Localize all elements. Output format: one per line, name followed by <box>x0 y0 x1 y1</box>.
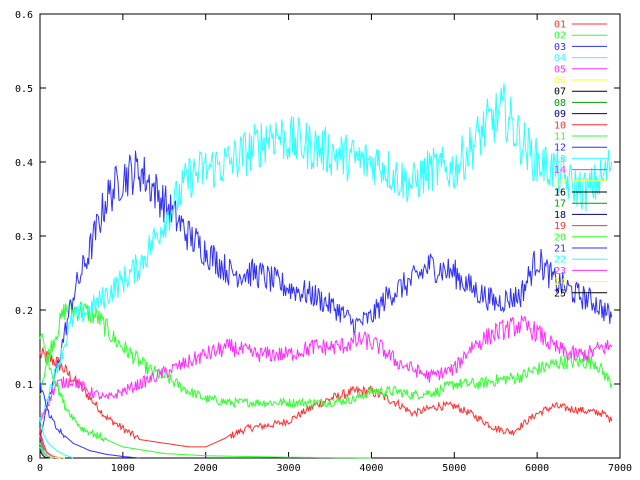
legend-label-24: 24 <box>554 277 566 288</box>
legend-label-18: 18 <box>554 210 566 221</box>
legend-label-13: 13 <box>554 154 566 165</box>
y-tick-label: 0.2 <box>15 306 33 317</box>
y-tick-label: 0.4 <box>15 158 33 169</box>
legend-label-22: 22 <box>554 255 566 266</box>
legend-label-10: 10 <box>554 120 566 131</box>
legend: 0102030405060708091011121314151617181920… <box>554 20 607 299</box>
axis-ticks: 0 0.1 0.2 0.3 0.4 0.5 0.6 0 1000 2000 3000 4000 5000… <box>15 10 632 474</box>
legend-label-08: 08 <box>554 98 566 109</box>
x-tick-label: 4000 <box>359 463 383 474</box>
series-line-05 <box>39 315 613 422</box>
legend-label-06: 06 <box>554 76 566 87</box>
series-line-03 <box>39 150 613 437</box>
y-tick-label: 0 <box>27 454 33 465</box>
y-tick-label: 0.3 <box>15 232 33 243</box>
series-line-04 <box>39 83 613 422</box>
legend-label-12: 12 <box>554 143 566 154</box>
legend-label-01: 01 <box>554 20 566 31</box>
x-tick-label: 7000 <box>608 463 632 474</box>
legend-label-25: 25 <box>554 288 566 299</box>
x-tick-label: 1000 <box>111 463 135 474</box>
y-tick-label: 0.5 <box>15 84 33 95</box>
series-line-25 <box>39 450 50 459</box>
x-tick-label: 5000 <box>442 463 466 474</box>
series-line-12 <box>39 380 140 459</box>
series-lines <box>39 83 613 459</box>
legend-label-21: 21 <box>554 244 566 255</box>
legend-label-02: 02 <box>554 31 566 42</box>
legend-label-04: 04 <box>554 53 566 64</box>
legend-label-03: 03 <box>554 42 566 53</box>
legend-label-17: 17 <box>554 199 566 210</box>
legend-label-11: 11 <box>554 132 566 143</box>
x-tick-label: 2000 <box>194 463 218 474</box>
legend-label-23: 23 <box>554 266 566 277</box>
legend-label-14: 14 <box>554 165 566 176</box>
y-tick-label: 0.1 <box>15 380 33 391</box>
x-tick-label: 0 <box>37 463 43 474</box>
legend-label-20: 20 <box>554 232 566 243</box>
legend-label-19: 19 <box>554 221 566 232</box>
x-tick-label: 6000 <box>525 463 549 474</box>
legend-label-15: 15 <box>554 176 566 187</box>
series-line-13 <box>39 417 74 459</box>
series-line-02 <box>39 300 613 409</box>
y-tick-label: 0.6 <box>15 10 33 21</box>
series-line-01 <box>39 347 613 448</box>
legend-label-05: 05 <box>554 64 566 75</box>
series-line-11 <box>39 333 372 459</box>
legend-label-16: 16 <box>554 188 566 199</box>
legend-label-09: 09 <box>554 109 566 120</box>
legend-label-07: 07 <box>554 87 566 98</box>
x-tick-label: 3000 <box>277 463 301 474</box>
